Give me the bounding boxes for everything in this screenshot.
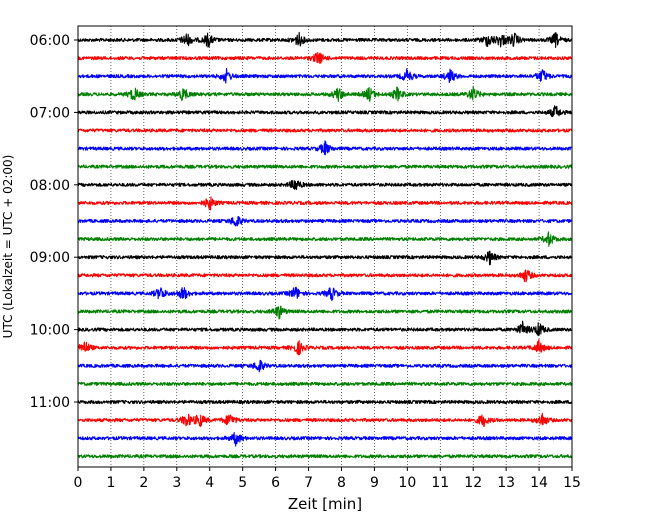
x-tick-label: 10 [398,475,416,491]
x-tick-label: 3 [172,475,181,491]
trace-0915 [77,269,573,283]
x-tick-label: 4 [205,475,214,491]
x-tick-label: 7 [304,475,313,491]
trace-1130 [77,432,573,447]
trace-0715 [77,128,573,133]
x-tick-label: 11 [431,475,449,491]
x-tick-label: 9 [370,475,379,491]
trace-0600 [77,31,573,48]
trace-0900 [77,250,573,266]
trace-1100 [77,399,573,405]
y-tick-label: 09:00 [30,250,70,266]
x-tick-label: 15 [563,475,581,491]
y-tick-label: 07:00 [30,105,70,121]
x-axis-label: Zeit [min] [288,495,362,513]
y-tick-label: 06:00 [30,33,70,49]
trace-0730 [77,140,573,156]
trace-0615 [77,51,573,64]
y-tick-label: 11:00 [30,395,70,411]
y-tick-label: 10:00 [30,323,70,339]
x-tick-label: 5 [238,475,247,491]
x-axis-ticks: 0 1 2 3 4 5 6 7 8 9 10 11 12 13 14 15 [74,467,581,491]
trace-1030 [77,359,573,373]
trace-0645 [77,85,573,103]
y-axis-ticks: 06:00 07:00 08:00 09:00 10:00 11:00 [30,33,78,411]
x-tick-label: 0 [74,475,83,491]
trace-0800 [77,180,573,191]
x-tick-label: 8 [337,475,346,491]
trace-group [77,31,573,459]
x-tick-label: 1 [106,475,115,491]
trace-0930 [77,286,573,302]
plot-frame [77,25,573,468]
x-tick-label: 14 [530,475,548,491]
y-axis-label: UTC (Lokalzeit = UTC + 02:00) [1,155,15,339]
trace-0845 [77,231,573,247]
trace-1015 [77,339,573,356]
x-tick-label: 6 [271,475,280,491]
x-tick-label: 12 [464,475,482,491]
trace-1145 [77,454,573,459]
trace-0830 [77,215,573,227]
trace-1045 [77,381,573,387]
trace-0700 [77,105,573,118]
trace-0745 [77,164,573,169]
trace-1115 [77,412,573,428]
trace-0945 [77,305,573,320]
trace-1000 [77,320,573,337]
x-tick-label: 2 [139,475,148,491]
trace-0815 [77,196,573,211]
trace-0630 [77,67,573,84]
x-tick-label: 13 [497,475,515,491]
y-tick-label: 08:00 [30,178,70,194]
